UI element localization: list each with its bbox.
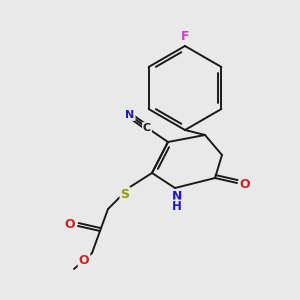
- Text: O: O: [65, 218, 75, 230]
- Text: F: F: [181, 31, 189, 44]
- Text: S: S: [121, 188, 130, 200]
- Text: O: O: [79, 254, 89, 266]
- Text: O: O: [240, 178, 250, 190]
- Text: C: C: [143, 123, 151, 133]
- Text: N: N: [125, 110, 135, 120]
- Text: H: H: [172, 200, 182, 214]
- Text: N: N: [172, 190, 182, 203]
